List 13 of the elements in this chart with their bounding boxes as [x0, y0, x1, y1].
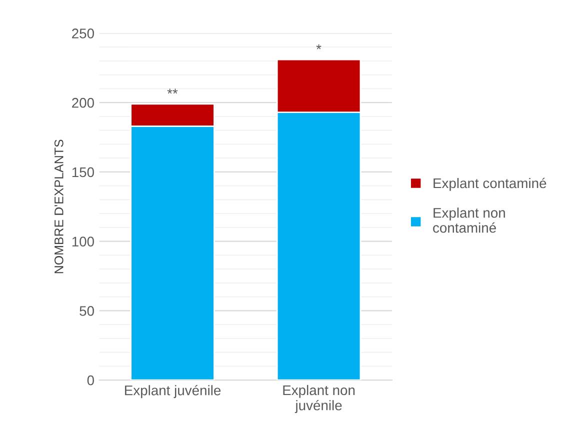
y-tick-label: 200: [72, 98, 94, 108]
x-tick-label: Explant juvénile: [125, 384, 221, 398]
x-tick-label: Explant non juvénile: [283, 384, 355, 414]
annotation: *: [316, 44, 322, 50]
annotation: **: [167, 88, 178, 94]
y-tick-label: 250: [72, 28, 94, 38]
y-axis-title: NOMBRE D'EXPLANTS: [54, 140, 64, 274]
y-tick-label: 150: [72, 167, 94, 178]
y-tick-label: 50: [80, 306, 94, 316]
legend-label: Explant non contaminé: [433, 208, 505, 233]
y-tick-label: 100: [72, 236, 94, 247]
y-tick-label: 0: [87, 375, 94, 386]
legend-label: Explant contaminé: [434, 178, 546, 191]
